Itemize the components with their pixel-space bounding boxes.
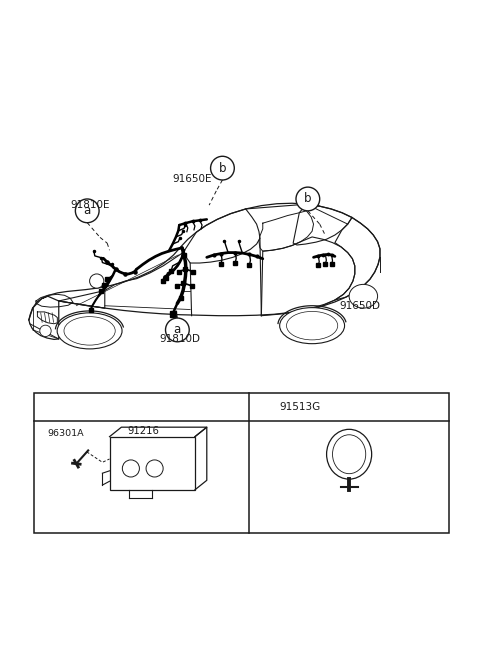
Text: 91513G: 91513G [279,402,320,412]
Text: b: b [304,193,312,206]
Text: a: a [174,323,181,336]
Circle shape [90,274,104,288]
Ellipse shape [57,313,122,349]
Circle shape [122,460,139,477]
Bar [109,437,195,490]
Ellipse shape [64,317,115,345]
Text: a: a [56,402,63,412]
Text: 96301A: 96301A [47,429,84,438]
Ellipse shape [280,307,345,344]
Circle shape [211,156,234,180]
Text: 91650E: 91650E [173,174,212,184]
Circle shape [40,325,51,336]
Text: a: a [84,204,91,217]
Circle shape [49,396,70,417]
Text: b: b [219,162,226,175]
Text: 91650D: 91650D [340,301,381,311]
Circle shape [296,187,320,211]
Text: 91810E: 91810E [70,200,109,210]
Text: b: b [259,402,266,412]
Circle shape [146,460,163,477]
Ellipse shape [333,435,366,474]
Text: 91216: 91216 [128,426,159,436]
Circle shape [75,199,99,223]
Ellipse shape [349,284,378,308]
Ellipse shape [287,311,338,340]
Bar [34,392,449,533]
Ellipse shape [326,429,372,479]
Text: 91810D: 91810D [159,334,200,344]
Circle shape [166,318,189,342]
Circle shape [252,396,273,417]
